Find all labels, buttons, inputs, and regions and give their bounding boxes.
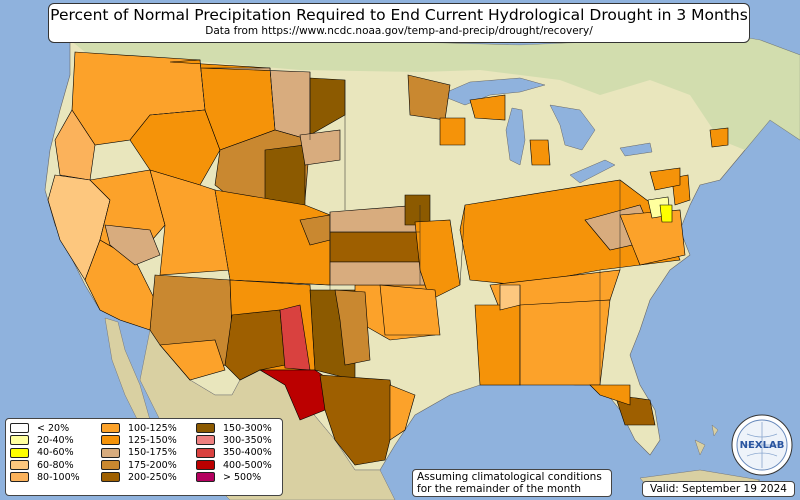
legend-label: 100-125% — [128, 422, 177, 434]
legend-item: 175-200% — [101, 459, 177, 471]
legend-label: 125-150% — [128, 434, 177, 446]
region-florida-panhandle — [589, 384, 631, 406]
legend-swatch — [196, 460, 215, 471]
nexlab-logo: NEXLAB — [731, 414, 793, 476]
region-nebraska-east — [404, 194, 431, 226]
legend-swatch — [196, 435, 215, 446]
legend-swatch — [196, 472, 215, 483]
legend-label: < 20% — [37, 422, 70, 434]
note-line-2: for the remainder of the month — [417, 483, 582, 495]
region-missouri — [414, 219, 461, 301]
state-borders — [149, 59, 621, 385]
legend-swatch — [101, 423, 120, 434]
legend-item: 60-80% — [10, 459, 80, 471]
region-kansas — [329, 231, 421, 263]
map-subtitle: Data from https://www.ncdc.noaa.gov/temp… — [205, 25, 593, 37]
legend-item: 300-350% — [196, 434, 272, 446]
legend-item: 350-400% — [196, 447, 272, 459]
title-box: Percent of Normal Precipitation Required… — [48, 3, 750, 43]
region-texas-east — [389, 384, 416, 441]
legend-item: 150-300% — [196, 422, 272, 434]
legend-column-2: 100-125% 125-150% 150-175% 175-200% 200-… — [101, 422, 177, 483]
legend-item: 40-60% — [10, 447, 80, 459]
legend-column-1: < 20% 20-40% 40-60% 60-80% 80-100% — [10, 422, 80, 483]
lake-superior — [439, 77, 546, 106]
map-title: Percent of Normal Precipitation Required… — [50, 6, 748, 24]
legend-swatch — [10, 423, 29, 434]
bahamas — [694, 424, 719, 456]
legend-swatch — [101, 447, 120, 458]
legend: < 20% 20-40% 40-60% 60-80% 80-100% 100-1… — [5, 418, 283, 496]
region-michigan-small — [529, 139, 551, 166]
lake-erie — [569, 159, 616, 184]
legend-swatch — [196, 423, 215, 434]
lake-ontario — [619, 142, 653, 157]
legend-swatch — [10, 460, 29, 471]
legend-label: 20-40% — [37, 434, 74, 446]
legend-swatch — [196, 447, 215, 458]
legend-label: 40-60% — [37, 447, 74, 459]
legend-item: 100-125% — [101, 422, 177, 434]
region-massachusetts — [709, 127, 729, 148]
legend-label: 60-80% — [37, 459, 74, 471]
region-deep-south-west — [474, 304, 521, 386]
legend-swatch — [101, 435, 120, 446]
legend-label: 400-500% — [223, 459, 272, 471]
region-upper-michigan — [469, 94, 506, 121]
legend-label: > 500% — [223, 471, 262, 483]
legend-label: 80-100% — [37, 471, 80, 483]
region-south-dakota — [299, 129, 341, 166]
lake-michigan — [505, 107, 526, 166]
legend-label: 175-200% — [128, 459, 177, 471]
region-oklahoma-brown — [334, 289, 371, 366]
legend-item: 200-250% — [101, 471, 177, 483]
legend-swatch — [10, 472, 29, 483]
legend-swatch — [101, 472, 120, 483]
assumption-note: Assuming climatological conditions for t… — [412, 469, 612, 497]
legend-item: 150-175% — [101, 447, 177, 459]
legend-item: 20-40% — [10, 434, 80, 446]
lake-huron — [549, 104, 596, 151]
legend-column-3: 150-300% 300-350% 350-400% 400-500% > 50… — [196, 422, 272, 483]
legend-item: 125-150% — [101, 434, 177, 446]
logo-globe-lines — [743, 422, 781, 468]
legend-label: 350-400% — [223, 447, 272, 459]
logo-text: NEXLAB — [740, 440, 785, 451]
note-line-1: Assuming climatological conditions — [417, 471, 602, 483]
legend-swatch — [10, 447, 29, 458]
region-nevada-south — [104, 224, 161, 266]
canada — [70, 30, 800, 150]
region-deep-south-mid — [519, 299, 611, 386]
region-kansas-south — [329, 261, 426, 286]
region-maryland — [659, 204, 673, 223]
legend-swatch — [10, 435, 29, 446]
valid-date: Valid: September 19 2024 — [642, 481, 795, 497]
legend-item: < 20% — [10, 422, 80, 434]
legend-item: > 500% — [196, 471, 272, 483]
region-california-south — [84, 239, 156, 331]
region-new-york-east — [649, 167, 681, 191]
legend-item: 400-500% — [196, 459, 272, 471]
region-oregon-coast — [54, 109, 96, 181]
legend-swatch — [101, 460, 120, 471]
region-arizona-south — [159, 339, 226, 381]
legend-label: 300-350% — [223, 434, 272, 446]
legend-label: 200-250% — [128, 471, 177, 483]
region-iowa — [439, 117, 466, 146]
legend-item: 80-100% — [10, 471, 80, 483]
legend-label: 150-300% — [223, 422, 272, 434]
legend-label: 150-175% — [128, 447, 177, 459]
region-arkansas — [379, 284, 441, 336]
